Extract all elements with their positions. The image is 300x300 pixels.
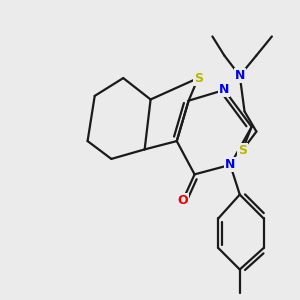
Text: N: N — [219, 83, 230, 97]
Text: O: O — [177, 194, 188, 207]
Text: N: N — [235, 69, 245, 82]
Text: S: S — [194, 72, 203, 85]
Text: N: N — [225, 158, 236, 171]
Text: S: S — [238, 144, 247, 157]
